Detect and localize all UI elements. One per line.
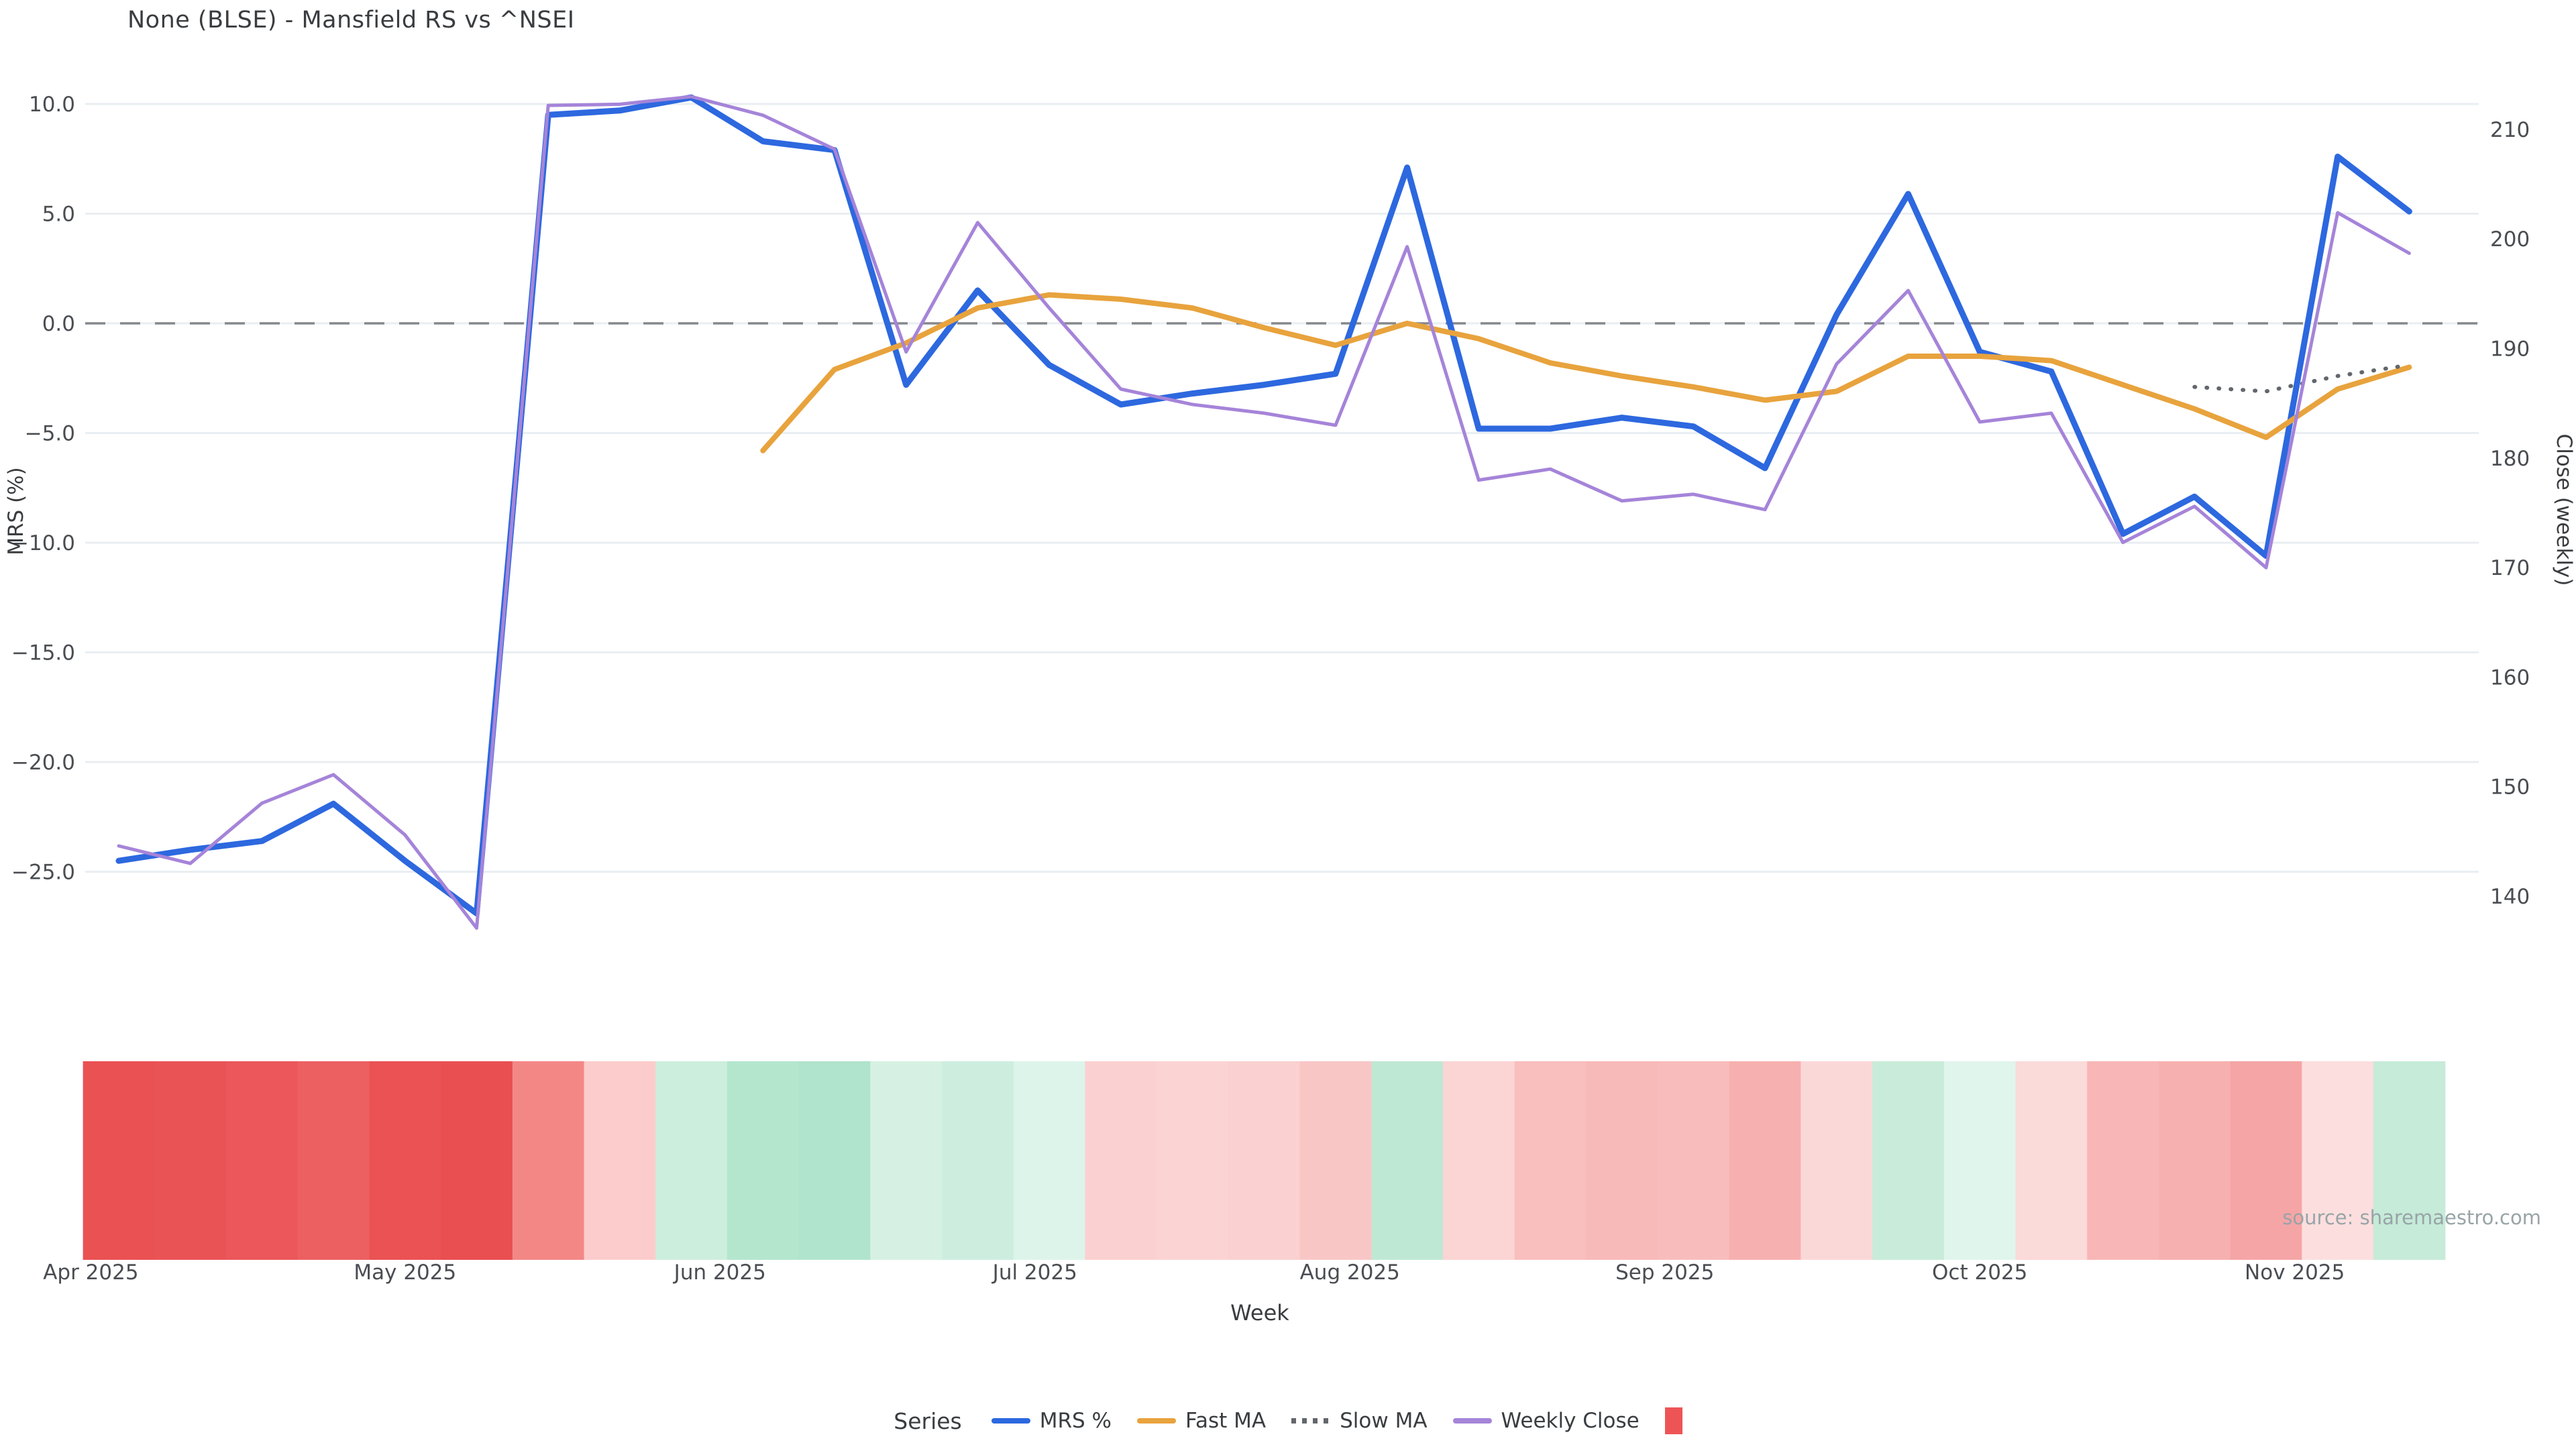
x-tick-label: May 2025 (354, 1260, 456, 1285)
x-tick-label: Sep 2025 (1615, 1260, 1714, 1285)
y-left-tick-label: −10.0 (11, 531, 75, 555)
legend-title: Series (894, 1407, 962, 1434)
heatmap-cell (2087, 1061, 2159, 1260)
heatmap-cell (1514, 1061, 1587, 1260)
heatmap-cell (369, 1061, 441, 1260)
legend-item-label: Fast MA (1185, 1409, 1267, 1433)
heatmap-cell (1013, 1061, 1086, 1260)
y-left-tick-label: −25.0 (11, 860, 75, 884)
heatmap-cell (2015, 1061, 2088, 1260)
heatmap-cell (2373, 1061, 2446, 1260)
legend-item-label: MRS % (1039, 1409, 1112, 1433)
heatmap-cell (441, 1061, 513, 1260)
y-left-tick-label: −15.0 (11, 641, 75, 665)
x-tick-label: Jul 2025 (991, 1260, 1077, 1285)
heatmap-cell (512, 1061, 585, 1260)
series-mrs- (115, 94, 2412, 917)
x-tick-label: Nov 2025 (2245, 1260, 2345, 1285)
heatmap-cell (1085, 1061, 1157, 1260)
series-weekly-close (117, 95, 2411, 930)
heatmap-cell (655, 1061, 728, 1260)
y-right-tick-label: 190 (2490, 337, 2530, 361)
heatmap-cell (1586, 1061, 1658, 1260)
heatmap-cell (1157, 1061, 1229, 1260)
x-tick-label: Apr 2025 (43, 1260, 138, 1285)
chart-title: None (BLSE) - Mansfield RS vs ^NSEI (127, 7, 575, 34)
heatmap-cell (154, 1061, 227, 1260)
heatmap-cell (1371, 1061, 1444, 1260)
y-left-tick-label: −20.0 (11, 751, 75, 775)
heatmap-cell (226, 1061, 299, 1260)
y-left-tick-label: 5.0 (42, 202, 75, 226)
y-left-tick-label: 0.0 (42, 312, 75, 336)
heatmap-cell (297, 1061, 370, 1260)
legend: Series MRS % Fast MA Slow MA Weekly Clos… (0, 1407, 2576, 1434)
heatmap-cell (870, 1061, 943, 1260)
slow-ma-dotted-swatch-icon (1291, 1418, 1331, 1424)
series-fast-ma (760, 292, 2412, 453)
heatmap-cell (1872, 1061, 1945, 1260)
y-right-tick-label: 200 (2490, 227, 2530, 252)
heatmap-cell (584, 1061, 656, 1260)
y-right-tick-label: 150 (2490, 775, 2530, 800)
heatmap-cell (1442, 1061, 1515, 1260)
x-tick-label: Oct 2025 (1932, 1260, 2027, 1285)
heatmap-cell (727, 1061, 800, 1260)
y-right-tick-label: 180 (2490, 447, 2530, 471)
heatmap-cell (1228, 1061, 1301, 1260)
x-tick-label: Jun 2025 (673, 1260, 766, 1285)
y-right-tick-label: 170 (2490, 556, 2530, 580)
y-left-tick-label: 10.0 (29, 93, 75, 117)
y-right-tick-label: 160 (2490, 665, 2530, 690)
heatmap-cell (2158, 1061, 2231, 1260)
y-right-tick-label: 140 (2490, 885, 2530, 909)
legend-item-label: Weekly Close (1501, 1409, 1640, 1433)
legend-item-label: Slow MA (1340, 1409, 1428, 1433)
heatmap-cell (2302, 1061, 2374, 1260)
y-right-axis-title: Close (weekly) (2552, 434, 2576, 586)
legend-item-heatmap (1664, 1407, 1682, 1434)
heatmap-cell (798, 1061, 871, 1260)
heatmap-cell (1943, 1061, 2017, 1260)
heatmap-cell (2230, 1061, 2302, 1260)
x-tick-label: Aug 2025 (1300, 1260, 1400, 1285)
heatmap-cell (83, 1061, 155, 1260)
x-axis-title: Week (1230, 1300, 1289, 1326)
heatmap-cell (1729, 1061, 1802, 1260)
source-attribution: source: sharemaestro.com (2282, 1206, 2541, 1229)
heatmap-cell (1658, 1061, 1730, 1260)
fast-ma-line-swatch-icon (1137, 1418, 1177, 1424)
mrs-line-swatch-icon (991, 1418, 1030, 1424)
weekly-close-line-swatch-icon (1452, 1418, 1492, 1424)
legend-item-fast-ma: Fast MA (1137, 1409, 1266, 1433)
legend-item-mrs: MRS % (991, 1409, 1112, 1433)
legend-item-slow-ma: Slow MA (1291, 1409, 1428, 1433)
legend-item-weekly-close: Weekly Close (1452, 1409, 1640, 1433)
y-right-tick-label: 210 (2490, 118, 2530, 142)
heatmap-cell (1299, 1061, 1372, 1260)
heatmap-swatch-icon (1664, 1407, 1682, 1434)
y-left-axis-title: MRS (%) (4, 467, 28, 555)
heatmap-cell (942, 1061, 1014, 1260)
y-left-tick-label: −5.0 (25, 421, 75, 445)
heatmap-cell (1801, 1061, 1873, 1260)
